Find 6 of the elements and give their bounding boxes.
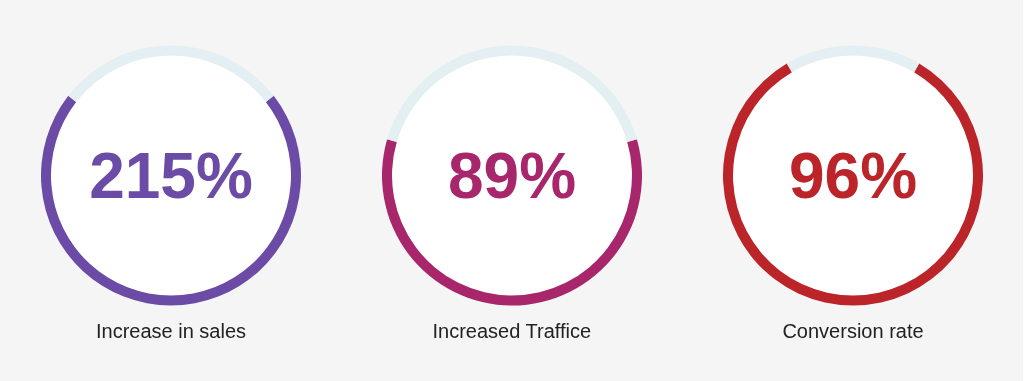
text: 96% <box>788 139 918 212</box>
text: Increase in sales <box>95 319 247 342</box>
text: 215% <box>89 139 253 212</box>
text: 89% <box>447 139 577 212</box>
text: Conversion rate <box>782 319 924 342</box>
text: Increased Traffice <box>432 319 592 342</box>
